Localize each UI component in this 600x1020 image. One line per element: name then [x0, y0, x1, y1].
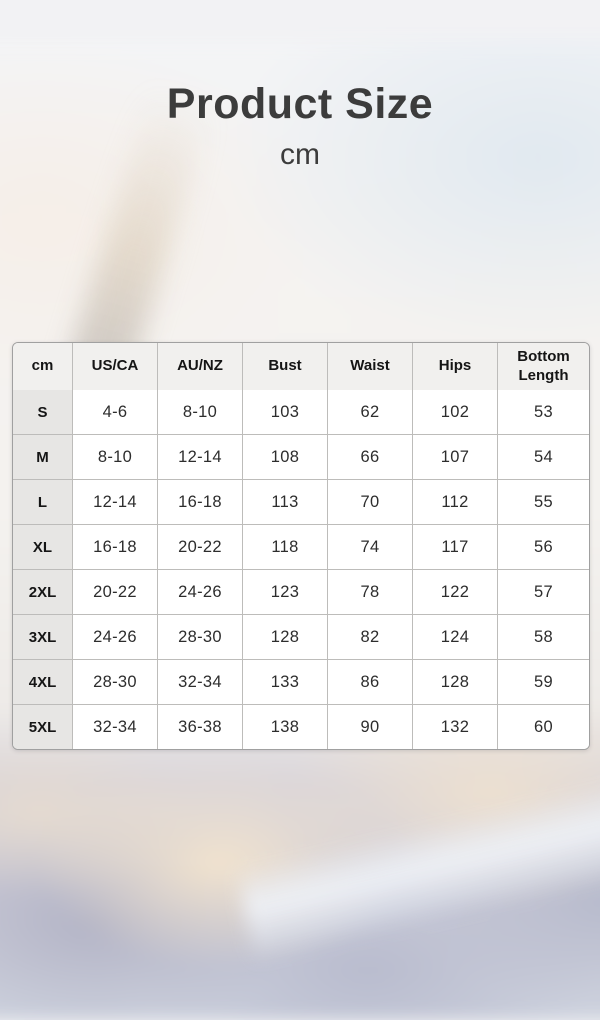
size-label: L: [13, 480, 73, 525]
bust-value: 123: [243, 570, 328, 615]
au-nz-value: 32-34: [158, 660, 243, 705]
us-ca-value: 8-10: [73, 435, 158, 480]
au-nz-value: 36-38: [158, 705, 243, 749]
hips-value: 107: [413, 435, 498, 480]
size-label: S: [13, 390, 73, 435]
bust-value: 128: [243, 615, 328, 660]
hips-value: 132: [413, 705, 498, 749]
table-row-4xl: 4XL 28-30 32-34 133 86 128 59: [13, 660, 589, 705]
bust-value: 108: [243, 435, 328, 480]
column-header-hips: Hips: [413, 343, 498, 390]
hips-value: 102: [413, 390, 498, 435]
size-label: 5XL: [13, 705, 73, 749]
au-nz-value: 20-22: [158, 525, 243, 570]
table-row-3xl: 3XL 24-26 28-30 128 82 124 58: [13, 615, 589, 660]
bottom-length-value: 54: [498, 435, 589, 480]
table-row-xl: XL 16-18 20-22 118 74 117 56: [13, 525, 589, 570]
au-nz-value: 16-18: [158, 480, 243, 525]
waist-value: 78: [328, 570, 413, 615]
hips-value: 128: [413, 660, 498, 705]
size-chart-page: Product Size cm cm US/CA AU/NZ Bust Wais…: [0, 80, 600, 750]
title-block: Product Size cm: [0, 80, 600, 172]
column-header-us-ca: US/CA: [73, 343, 158, 390]
au-nz-value: 12-14: [158, 435, 243, 480]
table-row-m: M 8-10 12-14 108 66 107 54: [13, 435, 589, 480]
unit-subtitle: cm: [280, 138, 320, 171]
table-row-l: L 12-14 16-18 113 70 112 55: [13, 480, 589, 525]
us-ca-value: 24-26: [73, 615, 158, 660]
bottom-length-value: 56: [498, 525, 589, 570]
us-ca-value: 20-22: [73, 570, 158, 615]
bust-value: 118: [243, 525, 328, 570]
waist-value: 66: [328, 435, 413, 480]
waist-value: 70: [328, 480, 413, 525]
bust-value: 138: [243, 705, 328, 749]
us-ca-value: 28-30: [73, 660, 158, 705]
table-header-row: cm US/CA AU/NZ Bust Waist Hips Bottom Le…: [13, 343, 589, 390]
column-header-waist: Waist: [328, 343, 413, 390]
column-header-bottom-length: Bottom Length: [498, 343, 589, 390]
waist-value: 62: [328, 390, 413, 435]
bust-value: 113: [243, 480, 328, 525]
waist-value: 74: [328, 525, 413, 570]
bust-value: 103: [243, 390, 328, 435]
au-nz-value: 28-30: [158, 615, 243, 660]
us-ca-value: 4-6: [73, 390, 158, 435]
hips-value: 112: [413, 480, 498, 525]
column-header-au-nz: AU/NZ: [158, 343, 243, 390]
bottom-length-value: 53: [498, 390, 589, 435]
size-label: M: [13, 435, 73, 480]
table-row-5xl: 5XL 32-34 36-38 138 90 132 60: [13, 705, 589, 749]
waist-value: 90: [328, 705, 413, 749]
table-row-s: S 4-6 8-10 103 62 102 53: [13, 390, 589, 435]
bottom-length-value: 60: [498, 705, 589, 749]
au-nz-value: 24-26: [158, 570, 243, 615]
table-row-2xl: 2XL 20-22 24-26 123 78 122 57: [13, 570, 589, 615]
waist-value: 86: [328, 660, 413, 705]
au-nz-value: 8-10: [158, 390, 243, 435]
us-ca-value: 12-14: [73, 480, 158, 525]
bottom-length-value: 57: [498, 570, 589, 615]
column-header-cm: cm: [13, 343, 73, 390]
bottom-length-value: 58: [498, 615, 589, 660]
us-ca-value: 16-18: [73, 525, 158, 570]
bottom-length-value: 59: [498, 660, 589, 705]
bottom-length-value: 55: [498, 480, 589, 525]
us-ca-value: 32-34: [73, 705, 158, 749]
bust-value: 133: [243, 660, 328, 705]
waist-value: 82: [328, 615, 413, 660]
hips-value: 117: [413, 525, 498, 570]
size-label: XL: [13, 525, 73, 570]
column-header-bust: Bust: [243, 343, 328, 390]
hips-value: 122: [413, 570, 498, 615]
size-chart-table: cm US/CA AU/NZ Bust Waist Hips Bottom Le…: [12, 342, 590, 750]
size-label: 2XL: [13, 570, 73, 615]
size-label: 4XL: [13, 660, 73, 705]
page-title: Product Size: [166, 80, 434, 128]
hips-value: 124: [413, 615, 498, 660]
size-label: 3XL: [13, 615, 73, 660]
